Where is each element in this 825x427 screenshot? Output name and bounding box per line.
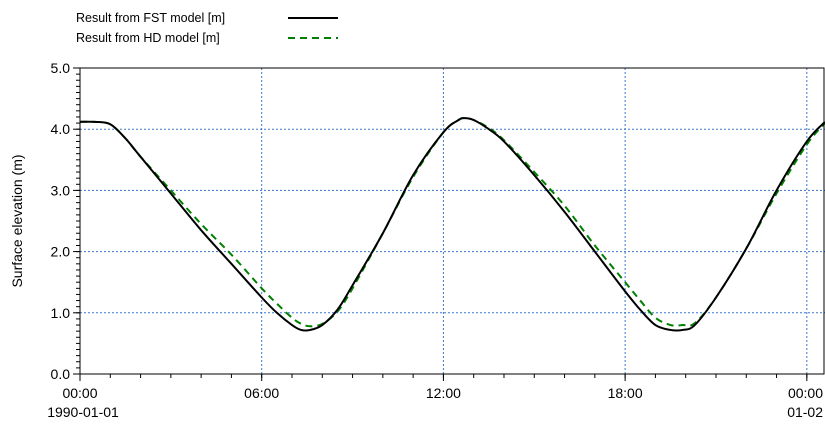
- y-tick-label: 4.0: [51, 121, 71, 137]
- legend: Result from FST model [m] Result from HD…: [76, 11, 338, 45]
- x-tick-label: 00:00: [62, 385, 97, 401]
- y-tick-label: 2.0: [51, 244, 71, 260]
- legend-label-hd: Result from HD model [m]: [76, 31, 220, 45]
- x-tick-sublabel: 1990-01-01: [47, 404, 119, 420]
- series-layer: [79, 117, 825, 332]
- x-tick-label: 00:00: [788, 385, 823, 401]
- y-tick-label: 5.0: [51, 60, 71, 76]
- x-axis: 00:00 1990-01-01 06:00 12:00 18:00 00:00 01-02: [47, 374, 823, 420]
- x-tick-sublabel: 01-02: [787, 404, 823, 420]
- y-axis: 0.0 1.0 2.0 3.0 4.0 5.0: [51, 60, 80, 382]
- grid-lines: [80, 68, 825, 374]
- y-tick-label: 1.0: [51, 305, 71, 321]
- y-tick-label: 0.0: [51, 366, 71, 382]
- y-tick-label: 3.0: [51, 182, 71, 198]
- series-line-fst: [79, 117, 825, 332]
- x-tick-label: 18:00: [608, 385, 643, 401]
- plot-frame: [79, 67, 825, 375]
- series-line-hd: [79, 117, 825, 328]
- y-axis-title: Surface elevation (m): [9, 154, 25, 287]
- x-tick-label: 06:00: [244, 385, 279, 401]
- minor-ticks: [76, 67, 808, 378]
- x-tick-label: 12:00: [426, 385, 461, 401]
- legend-label-fst: Result from FST model [m]: [76, 11, 225, 25]
